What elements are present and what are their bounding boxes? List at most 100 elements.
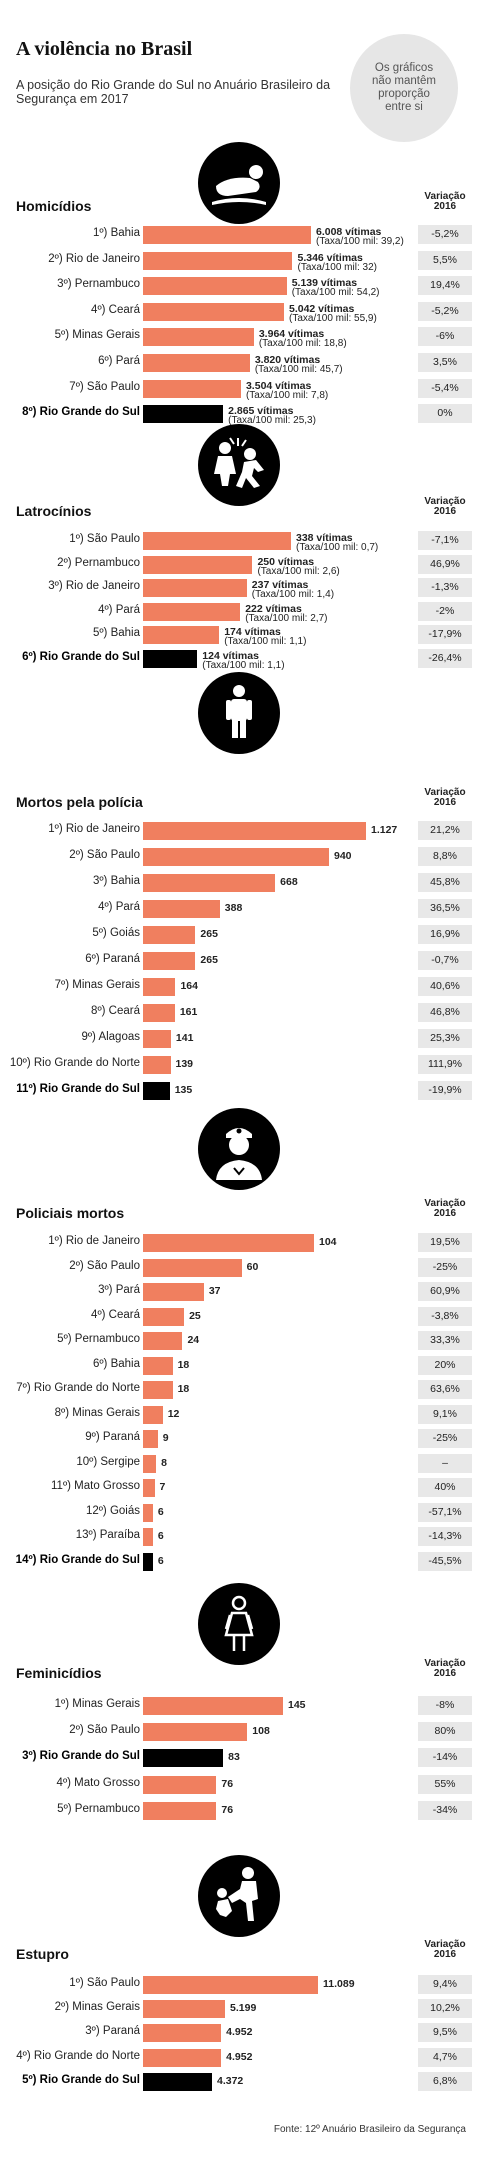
assault-icon — [198, 1855, 280, 1937]
value-label: 5.139 vítimas (Taxa/100 mil: 54,2) — [291, 277, 380, 299]
variation-value: -3,8% — [418, 1306, 472, 1326]
category-label: 10º) Rio Grande do Norte — [9, 1057, 140, 1069]
value-label: 1.127 — [371, 824, 398, 836]
variation-value: 40% — [418, 1478, 472, 1497]
bar-row: 1º) Rio de Janeiro 104 19,5% — [0, 1232, 478, 1254]
bar — [143, 848, 329, 866]
bar-row: 4º) Ceará 5.042 vítimas (Taxa/100 mil: 55,… — [0, 301, 478, 323]
value-label: 250 vítimas (Taxa/100 mil: 2,6) — [257, 555, 340, 577]
category-label: 3º) Paraná — [85, 2025, 140, 2038]
bar-row: 6º) Bahia 18 20% — [0, 1355, 478, 1377]
variation-value: 111,9% — [418, 1055, 472, 1074]
rate-label: (Taxa/100 mil: 1,4) — [251, 589, 335, 601]
variation-value: 36,5% — [418, 899, 472, 918]
bar — [143, 226, 311, 244]
bar — [143, 1775, 217, 1794]
bar — [143, 626, 220, 645]
bar — [143, 579, 247, 598]
value-label: 6 — [157, 1554, 164, 1567]
rate-label: (Taxa/100 mil: 25,3) — [228, 415, 316, 427]
variation-value: -57,1% — [418, 1502, 472, 1522]
variation-value: 55% — [418, 1774, 472, 1794]
bar-row: 6º) Rio Grande do Sul 124 vítimas (Taxa/10… — [0, 648, 478, 671]
category-label: 11º) Rio Grande do Sul — [16, 1083, 140, 1095]
value-label: 388 — [224, 902, 243, 914]
category-label: 4º) Ceará — [91, 303, 140, 316]
variation-header: Variação 2016 — [424, 1198, 466, 1219]
variation-value: -25% — [418, 1257, 472, 1277]
value-label: 668 — [280, 876, 298, 888]
bar — [143, 1056, 171, 1074]
rate-label: (Taxa/100 mil: 18,8) — [258, 338, 347, 350]
variation-value: 9,5% — [418, 2023, 472, 2043]
rate-label: (Taxa/100 mil: 45,7) — [254, 364, 343, 375]
bar-row: 7º) São Paulo 3.504 vítimas (Taxa/100 mil:… — [0, 378, 478, 400]
bar-row: 2º) São Paulo 108 80% — [0, 1721, 478, 1743]
value-label: 6 — [157, 1505, 164, 1518]
category-label: 2º) Rio de Janeiro — [48, 252, 140, 265]
value-label: 9 — [162, 1432, 169, 1444]
category-label: 10º) Sergipe — [76, 1455, 140, 1468]
category-label: 1º) Minas Gerais — [54, 1698, 140, 1710]
bar-row: 10º) Sergipe 8 – — [0, 1453, 478, 1475]
bar-row: 3º) Pernambuco 5.139 vítimas (Taxa/100 mil… — [0, 275, 478, 299]
variation-value: 0% — [418, 404, 472, 424]
category-label: 1º) São Paulo — [69, 1977, 140, 1989]
value-label: 60 — [246, 1260, 259, 1273]
category-label: 2º) Pernambuco — [57, 556, 140, 569]
category-label: 13º) Paraíba — [75, 1529, 140, 1541]
value-label: 2.865 vítimas (Taxa/100 mil: 25,3) — [228, 405, 316, 427]
bar-row: 2º) São Paulo 60 -25% — [0, 1257, 478, 1279]
variation-value: -25% — [418, 1429, 472, 1448]
bar — [143, 822, 366, 840]
bar — [143, 1381, 173, 1399]
variation-value: 25,3% — [418, 1029, 472, 1048]
variation-value: -17,9% — [418, 625, 472, 645]
category-label: 3º) Bahia — [92, 875, 140, 887]
category-label: 2º) São Paulo — [69, 1724, 140, 1737]
rate-label: (Taxa/100 mil: 1,1) — [202, 660, 285, 671]
value-label: 83 — [228, 1751, 240, 1764]
value-label: 18 — [177, 1358, 190, 1371]
proportion-note: Os gráficos não mantêm proporção entre s… — [350, 34, 458, 142]
bar-row: 7º) Rio Grande do Norte 18 63,6% — [0, 1379, 478, 1401]
category-label: 8º) Rio Grande do Sul — [22, 406, 140, 419]
bar-row: 1º) São Paulo 11.089 9,4% — [0, 1974, 478, 1996]
category-label: 3º) Pernambuco — [57, 278, 140, 291]
value-label: 18 — [177, 1383, 190, 1395]
bar-row: 11º) Mato Grosso 7 40% — [0, 1477, 478, 1499]
category-label: 7º) Minas Gerais — [54, 979, 140, 991]
variation-value: -14% — [418, 1748, 472, 1768]
rate-label: (Taxa/100 mil: 2,6) — [257, 565, 340, 577]
variation-value: 8,8% — [418, 847, 472, 866]
bar-row: 2º) Rio de Janeiro 5.346 vítimas (Taxa/100… — [0, 250, 478, 272]
bar — [143, 1283, 204, 1301]
category-label: 5º) Pernambuco — [57, 1333, 140, 1345]
value-label: 338 vítimas (Taxa/100 mil: 0,7) — [296, 532, 379, 553]
category-label: 9º) Paraná — [85, 1431, 140, 1443]
value-label: 24 — [187, 1334, 200, 1346]
variation-value: 40,6% — [418, 977, 472, 996]
variation-value: 16,9% — [418, 925, 472, 944]
bar — [143, 555, 253, 574]
bar — [143, 1004, 175, 1022]
bar — [143, 926, 196, 944]
bar — [143, 1030, 171, 1048]
bar-row: 4º) Pará 388 36,5% — [0, 898, 478, 920]
variation-value: 46,9% — [418, 554, 472, 574]
variation-value: -1,3% — [418, 578, 472, 598]
category-label: 11º) Mato Grosso — [51, 1480, 140, 1492]
value-label: 174 vítimas (Taxa/100 mil: 1,1) — [224, 626, 307, 648]
category-label: 6º) Paraná — [85, 953, 140, 965]
page-subtitle: A posição do Rio Grande do Sul no Anuári… — [16, 78, 331, 106]
bar — [143, 1082, 170, 1100]
bar-row: 8º) Minas Gerais 12 9,1% — [0, 1404, 478, 1426]
variation-value: 4,7% — [418, 2047, 472, 2067]
value-label: 164 — [180, 980, 198, 992]
rate-label: (Taxa/100 mil: 1,1) — [224, 636, 307, 648]
category-label: 1º) Bahia — [92, 227, 140, 239]
bar-row: 4º) Ceará 25 -3,8% — [0, 1306, 478, 1328]
variation-value: 45,8% — [418, 873, 472, 892]
bar — [143, 302, 284, 321]
category-label: 7º) Rio Grande do Norte — [16, 1382, 140, 1394]
